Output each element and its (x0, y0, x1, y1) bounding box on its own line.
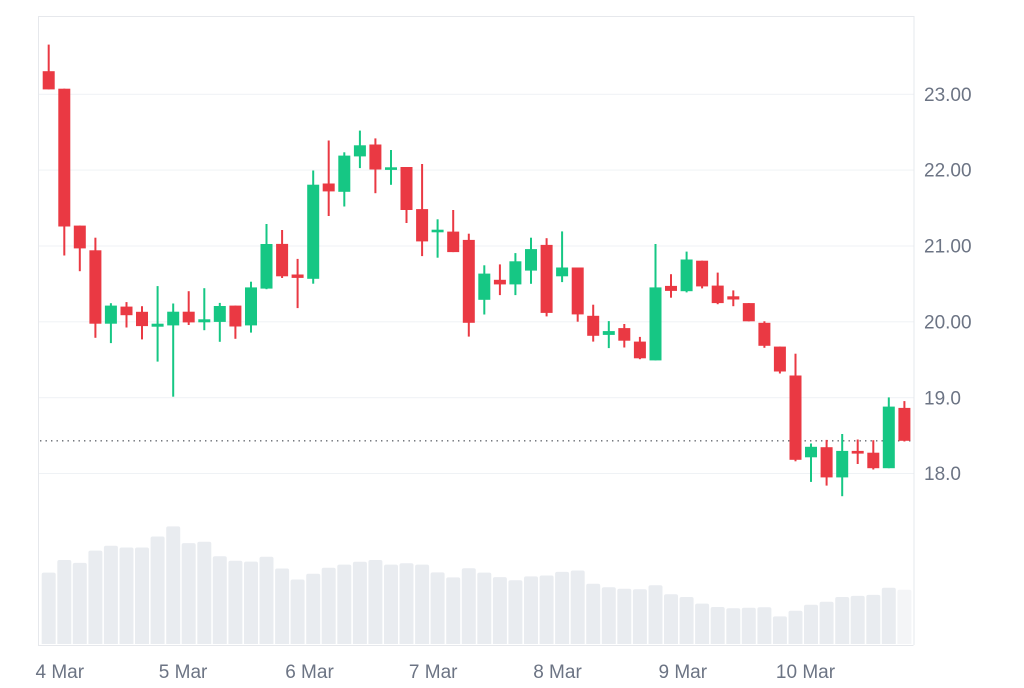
svg-text:18.0: 18.0 (924, 464, 961, 485)
svg-text:4 Mar: 4 Mar (36, 662, 85, 683)
svg-text:8 Mar: 8 Mar (533, 662, 582, 683)
svg-text:21.00: 21.00 (924, 237, 972, 258)
svg-text:22.00: 22.00 (924, 161, 972, 182)
svg-text:23.00: 23.00 (924, 85, 972, 106)
svg-text:9 Mar: 9 Mar (659, 662, 708, 683)
svg-text:19.0: 19.0 (924, 388, 961, 409)
svg-text:10 Mar: 10 Mar (776, 662, 836, 683)
svg-text:7 Mar: 7 Mar (409, 662, 458, 683)
svg-text:6 Mar: 6 Mar (285, 662, 334, 683)
svg-text:20.00: 20.00 (924, 312, 972, 333)
svg-text:5 Mar: 5 Mar (159, 662, 208, 683)
